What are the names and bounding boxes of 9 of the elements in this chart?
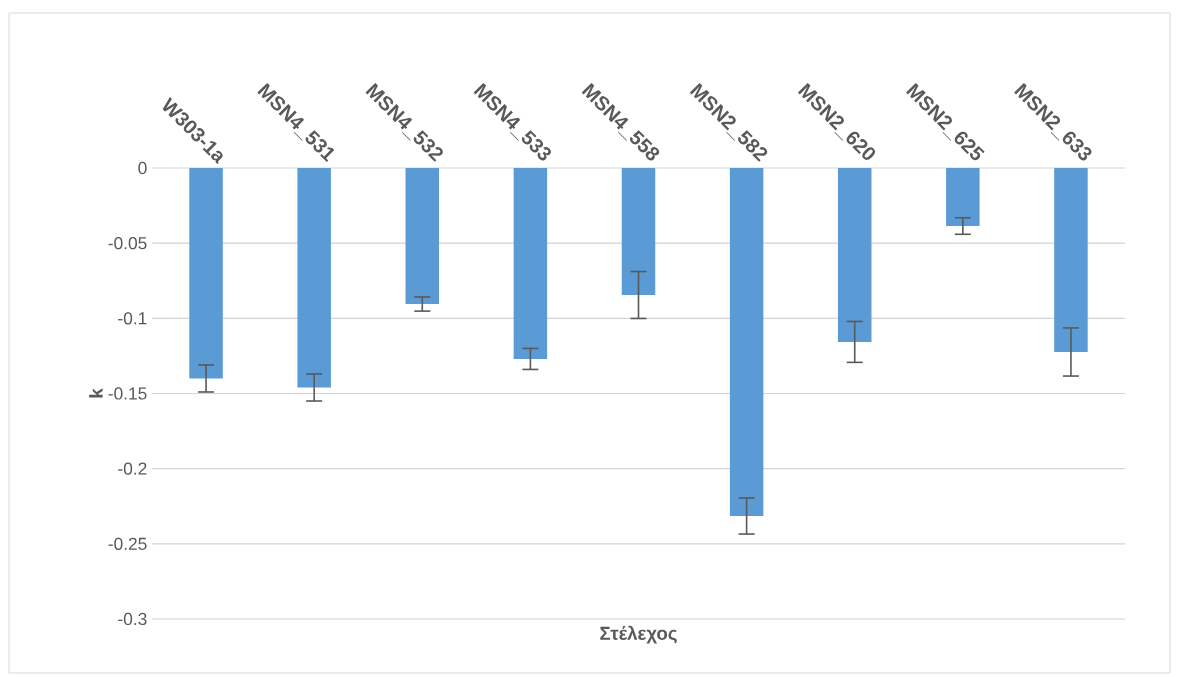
y-tick-label: -0.25	[108, 537, 147, 550]
y-tick-label: -0.2	[118, 462, 147, 475]
y-axis-title: k	[89, 388, 103, 398]
x-axis-title: Στέλεχος	[600, 625, 677, 644]
y-tick-label: 0	[138, 161, 147, 175]
y-tick-label: -0.05	[108, 237, 147, 250]
y-tick-label: -0.3	[118, 612, 147, 626]
y-tick-label: -0.15	[108, 387, 147, 400]
y-tick-label: -0.1	[118, 312, 147, 325]
